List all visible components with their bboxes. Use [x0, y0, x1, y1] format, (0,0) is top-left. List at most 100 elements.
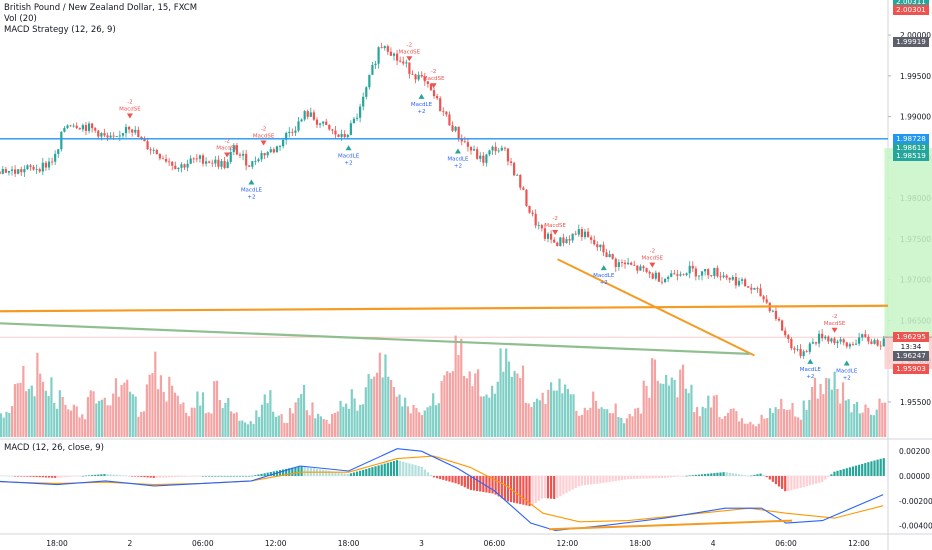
volume-bar — [681, 364, 685, 437]
candle-body — [134, 129, 137, 133]
volume-bar — [768, 408, 772, 437]
volume-bar — [364, 387, 367, 437]
candle-body — [41, 162, 44, 172]
macd-histogram-bar — [10, 475, 14, 477]
macd-histogram-bar — [596, 475, 599, 484]
volume-bar — [867, 407, 870, 437]
candle-body — [423, 76, 426, 82]
candle-body — [54, 153, 57, 162]
macd-histogram-bar — [0, 475, 1, 476]
macd-histogram-bar — [577, 475, 580, 487]
long-arrow-icon — [807, 358, 814, 364]
macd-histogram-bar — [57, 475, 60, 478]
volume-bar — [721, 418, 724, 437]
candle-body — [663, 279, 667, 283]
volume-bar — [126, 379, 129, 437]
signal-label: MacdLE — [411, 102, 433, 108]
macd-histogram-bar — [731, 473, 734, 476]
volume-bar — [802, 400, 805, 437]
macd-histogram-bar — [528, 475, 531, 507]
volume-bar — [777, 409, 780, 437]
candle-body — [220, 161, 223, 167]
candle-body — [756, 288, 759, 289]
macd-histogram-bar — [704, 473, 707, 476]
macd-histogram-bar — [676, 475, 679, 477]
candle-body — [864, 334, 867, 337]
macd-histogram-bar — [112, 474, 115, 476]
macd-histogram-bar — [753, 474, 756, 476]
volume-bar — [39, 373, 42, 437]
macd-histogram-bar — [121, 475, 125, 476]
signal-label: MacdLE — [447, 157, 469, 163]
short-arrow-icon — [406, 56, 413, 62]
candle-body — [700, 271, 704, 276]
macd-histogram-bar — [211, 475, 214, 477]
macd-histogram-bar — [513, 475, 516, 503]
volume-bar — [637, 407, 640, 437]
candle-body — [876, 340, 879, 346]
macd-histogram-bar — [303, 466, 306, 476]
volume-bar — [468, 371, 471, 437]
macd-histogram-bar — [84, 475, 88, 477]
macd-histogram-bar — [63, 475, 66, 478]
volume-bar — [58, 390, 61, 437]
macd-histogram-bar — [811, 475, 815, 485]
volume-bar — [322, 419, 325, 437]
volume-bar — [870, 414, 873, 437]
macd-histogram-bar — [254, 475, 257, 476]
volume-bar — [712, 395, 716, 437]
candle-body — [84, 125, 88, 131]
volume-bar — [168, 376, 171, 437]
macd-histogram-bar — [728, 472, 731, 476]
macd-histogram-bar — [402, 461, 405, 476]
macd-histogram-bar — [546, 475, 550, 499]
volume-bar — [718, 417, 721, 437]
volume-bar — [471, 386, 474, 437]
macd-histogram-bar — [479, 475, 482, 492]
macd-histogram-bar — [830, 474, 833, 476]
macd-histogram-bar — [389, 461, 393, 476]
macd-histogram-bar — [282, 469, 285, 476]
macd-histogram-bar — [805, 475, 808, 487]
macd-histogram-bar — [651, 475, 654, 479]
signal-qty: -2 — [431, 69, 436, 75]
candle-body — [260, 153, 263, 160]
signal-label: MacdLE — [241, 188, 263, 194]
macd-histogram-bar — [47, 475, 51, 478]
macd-histogram-bar — [784, 475, 787, 492]
volume-bar — [446, 371, 449, 437]
macd-histogram-bar — [700, 474, 704, 476]
volume-bar — [235, 412, 238, 437]
macd-histogram-bar — [1, 475, 4, 477]
signal-label: MacdLE — [593, 273, 615, 279]
macd-histogram-bar — [842, 469, 845, 476]
volume-bar — [359, 404, 362, 437]
candle-body — [312, 112, 316, 120]
candle-body — [704, 269, 707, 272]
candle-body — [796, 348, 799, 350]
candle-body — [164, 158, 168, 162]
volume-bar — [564, 384, 567, 437]
volume-bar — [404, 397, 407, 437]
macd-histogram-bar — [91, 475, 94, 476]
volume-bar — [841, 382, 845, 437]
macd-histogram-bar — [685, 475, 688, 477]
volume-bar — [740, 418, 744, 437]
volume-bar — [266, 403, 269, 437]
candle-body — [106, 135, 109, 138]
short-arrow-icon — [430, 83, 437, 89]
volume-bar — [822, 394, 825, 437]
volume-bar — [92, 391, 95, 437]
candle-body — [389, 51, 393, 56]
macd-histogram-bar — [719, 472, 722, 476]
volume-bar — [305, 410, 308, 437]
candle-body — [740, 279, 744, 281]
candle-body — [66, 125, 69, 128]
signal-label: MacdSE — [824, 321, 846, 327]
candle-body — [630, 262, 633, 265]
macd-histogram-bar — [466, 475, 470, 489]
signal-qty: +2 — [247, 195, 255, 201]
macd-histogram-bar — [602, 475, 605, 483]
macd-histogram-bar — [214, 475, 217, 477]
